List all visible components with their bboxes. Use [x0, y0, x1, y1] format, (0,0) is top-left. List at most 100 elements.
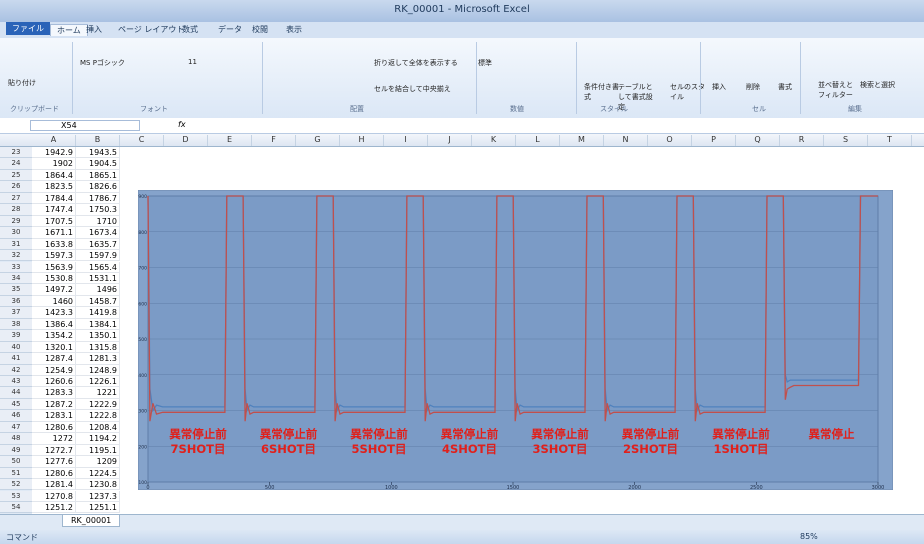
- row-header: 25: [0, 169, 32, 182]
- ribbon-control[interactable]: 11: [188, 58, 197, 66]
- x-tick-label: 2500: [750, 485, 763, 490]
- cell: 1384.1: [76, 318, 120, 331]
- cell: 1248.9: [76, 364, 120, 376]
- window-title: RK_00001 - Microsoft Excel: [394, 4, 530, 15]
- row-header: 53: [0, 490, 32, 502]
- y-tick-label: 1600: [138, 301, 147, 307]
- cell: 1671.1: [32, 227, 76, 239]
- cell: 1280.6: [32, 467, 76, 480]
- cell: 1281.4: [32, 479, 76, 491]
- ribbon-control[interactable]: 条件付き書式: [584, 83, 619, 101]
- y-tick-label: 1700: [138, 266, 147, 272]
- row-header: 23: [0, 147, 32, 159]
- row-header: 37: [0, 307, 32, 319]
- x-tick-label: 1000: [385, 485, 398, 490]
- column-header: L: [516, 135, 560, 146]
- row-header: 46: [0, 410, 32, 422]
- ribbon-control[interactable]: テーブルとして書式設定: [618, 83, 653, 111]
- annotation: 異常停止前: [441, 427, 499, 441]
- column-header: M: [560, 135, 604, 146]
- ribbon-tab[interactable]: 数式: [182, 25, 198, 34]
- sheet-tab[interactable]: RK_00001: [62, 515, 121, 527]
- ribbon-control[interactable]: 挿入: [712, 83, 726, 91]
- ribbon-control[interactable]: 貼り付け: [8, 79, 36, 87]
- cell: 1283.3: [32, 387, 76, 399]
- ribbon-group-label: フォント: [140, 105, 168, 113]
- name-box[interactable]: X54: [30, 120, 140, 131]
- x-tick-label: 2000: [628, 485, 641, 490]
- row-header: 29: [0, 215, 32, 228]
- ribbon-control[interactable]: 書式: [778, 83, 792, 91]
- annotation: 異常停止前: [169, 427, 227, 441]
- ribbon-tab[interactable]: 校閲: [252, 25, 268, 34]
- cell: 1221: [76, 387, 120, 399]
- cell: 1251.2: [32, 501, 76, 514]
- ribbon-control[interactable]: 折り返して全体を表示する: [374, 59, 458, 67]
- cell: 1237.3: [76, 490, 120, 502]
- ribbon-tab[interactable]: ホーム: [50, 24, 88, 36]
- cell: 1208.4: [76, 421, 120, 434]
- ribbon-control[interactable]: セルのスタイル: [670, 83, 705, 101]
- cell: 1281.3: [76, 353, 120, 365]
- ribbon-tab[interactable]: 挿入: [86, 25, 102, 34]
- cell: 1230.8: [76, 479, 120, 491]
- cell: 1597.3: [32, 250, 76, 262]
- cell: 1460: [32, 295, 76, 308]
- ribbon-control[interactable]: 並べ替えとフィルター: [818, 81, 853, 99]
- cell: 1195.1: [76, 444, 120, 457]
- row-header: 48: [0, 433, 32, 445]
- cell: 1747.4: [32, 204, 76, 216]
- cell: 1350.1: [76, 330, 120, 342]
- sheet-tab-bar: [0, 514, 924, 531]
- zoom-level[interactable]: 85%: [800, 532, 818, 541]
- cell: 1563.9: [32, 261, 76, 273]
- column-header-bar: [0, 134, 924, 147]
- ribbon-control[interactable]: 標準: [478, 59, 492, 67]
- cell: 1283.1: [32, 410, 76, 422]
- fx-button[interactable]: fx: [178, 120, 186, 129]
- ribbon-control[interactable]: 削除: [746, 83, 760, 91]
- group-separator: [476, 42, 477, 114]
- group-separator: [262, 42, 263, 114]
- y-tick-label: 1200: [138, 444, 147, 450]
- row-header: 52: [0, 479, 32, 491]
- column-header: O: [648, 135, 692, 146]
- ribbon-group-label: セル: [752, 105, 766, 113]
- cell: 1423.3: [32, 307, 76, 319]
- row-header: 50: [0, 456, 32, 468]
- cell: 1354.2: [32, 330, 76, 342]
- ribbon-group-label: クリップボード: [10, 105, 59, 113]
- chart: 1100 1200 1300 1400 1500 1600 1700 1800 1900 0 500…: [138, 190, 893, 490]
- column-header: C: [120, 135, 164, 146]
- cell: 1458.7: [76, 295, 120, 308]
- y-tick-label: 1800: [138, 230, 147, 236]
- cell: 1786.7: [76, 192, 120, 205]
- cell: 1209: [76, 456, 120, 468]
- ribbon-tab[interactable]: 表示: [286, 25, 302, 34]
- column-header: E: [208, 135, 252, 146]
- y-tick-label: 1500: [138, 337, 147, 343]
- cell: 1673.4: [76, 227, 120, 239]
- ribbon-control[interactable]: 検索と選択: [860, 81, 895, 89]
- annotation: 5SHOT目: [351, 442, 406, 456]
- row-header: 43: [0, 376, 32, 388]
- ribbon-tab[interactable]: ページ レイアウト: [118, 25, 185, 34]
- row-header: 54: [0, 501, 32, 514]
- column-header: G: [296, 135, 340, 146]
- ribbon: [0, 38, 924, 119]
- series-line: [147, 195, 878, 422]
- cell: 1497.2: [32, 284, 76, 296]
- column-header: B: [76, 135, 120, 146]
- cell: 1224.5: [76, 467, 120, 480]
- ribbon-tab[interactable]: データ: [218, 25, 242, 34]
- row-header: 38: [0, 318, 32, 331]
- row-header: 44: [0, 387, 32, 399]
- ribbon-control[interactable]: MS Pゴシック: [80, 59, 125, 67]
- ribbon-tab[interactable]: ファイル: [6, 22, 50, 35]
- ribbon-control[interactable]: セルを結合して中央揃え: [374, 85, 451, 93]
- row-header: 24: [0, 158, 32, 170]
- y-tick-label: 1900: [138, 194, 147, 200]
- tab-strip: [0, 22, 924, 38]
- x-tick-label: 3000: [872, 485, 885, 490]
- annotation: 異常停止前: [350, 427, 408, 441]
